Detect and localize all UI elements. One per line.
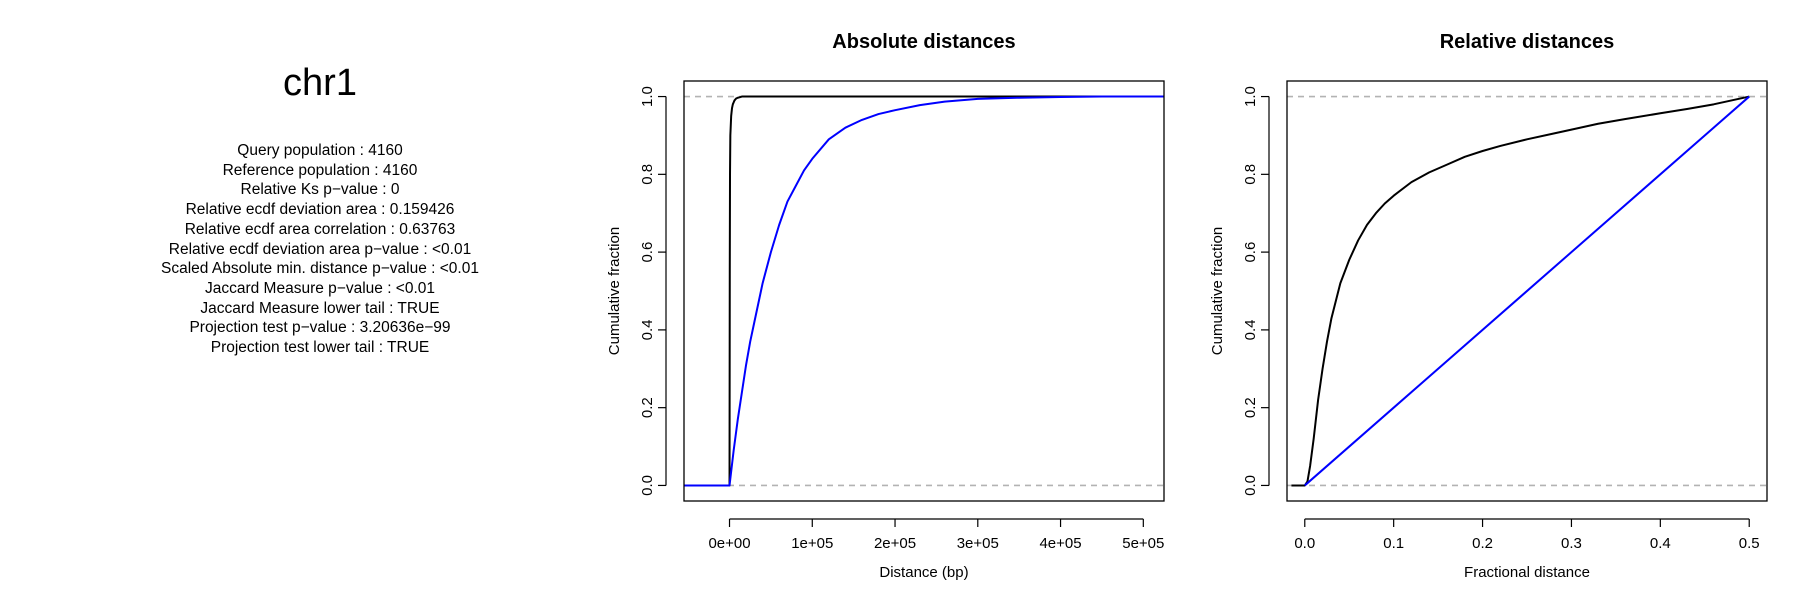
x-tick-label: 2e+05	[874, 535, 916, 552]
stat-line: Projection test p−value : 3.20636e−99	[189, 319, 451, 337]
y-tick-label: 1.0	[1242, 86, 1259, 107]
x-tick-label: 0.1	[1383, 535, 1404, 552]
stat-line: Relative ecdf deviation area : 0.159426	[185, 201, 455, 219]
chart-2: Relative distances 0.0 0.1 0.2 0.3 0.4 0.5 Frac…	[1209, 31, 1768, 581]
y-tick-label: 0.6	[1242, 242, 1259, 263]
stat-line: Projection test lower tail : TRUE	[210, 339, 430, 357]
x-axis-label: Fractional distance	[1464, 564, 1590, 581]
x-tick-label: 0.2	[1472, 535, 1493, 552]
stat-line: Jaccard Measure lower tail : TRUE	[200, 299, 440, 317]
x-tick-label: 5e+05	[1122, 535, 1164, 552]
x-tick-label: 0.0	[1294, 535, 1315, 552]
stat-line: Relative Ks p−value : 0	[240, 181, 400, 199]
stat-line: Relative ecdf area correlation : 0.63763	[184, 220, 456, 238]
y-tick-label: 1.0	[639, 86, 656, 107]
x-axis-label: Distance (bp)	[879, 564, 968, 581]
stats-list: Query population : 4160 Reference popula…	[0, 141, 640, 358]
plot-frame	[1286, 80, 1768, 502]
x-tick-label: 4e+05	[1039, 535, 1081, 552]
chart-title: Relative distances	[1440, 31, 1615, 53]
summary-panel: chr1 Query population : 4160 Reference p…	[0, 0, 640, 600]
x-tick-label: 3e+05	[957, 535, 999, 552]
series-line-2	[684, 95, 1164, 487]
series-line-2	[1304, 95, 1750, 487]
series-line-1	[684, 95, 1164, 487]
stat-line: Reference population : 4160	[222, 161, 418, 179]
x-tick-label: 0e+00	[708, 535, 750, 552]
stat-line: Jaccard Measure p−value : <0.01	[204, 279, 436, 297]
y-tick-label: 0.2	[639, 397, 656, 418]
stat-line: Query population : 4160	[237, 142, 403, 159]
y-tick-label: 0.8	[639, 164, 656, 185]
y-tick-label: 0.8	[1242, 164, 1259, 185]
y-tick-label: 0.4	[639, 319, 656, 340]
stat-line: Relative ecdf deviation area p−value : <…	[168, 240, 472, 258]
y-axis-label: Cumulative fraction	[1209, 227, 1226, 355]
x-tick-label: 0.4	[1650, 535, 1671, 552]
y-tick-label: 0.2	[1242, 397, 1259, 418]
series-line-1	[1291, 95, 1750, 487]
y-tick-label: 0.6	[639, 242, 656, 263]
y-axis-label: Cumulative fraction	[606, 227, 623, 355]
x-tick-label: 0.5	[1739, 535, 1760, 552]
chart-1: Absolute distances 0e+00 1e+05 2e+05 3e+05 4e…	[606, 31, 1165, 581]
y-tick-label: 0.4	[1242, 319, 1259, 340]
y-tick-label: 0.0	[1242, 475, 1259, 496]
plot-frame	[683, 80, 1165, 502]
page-title: chr1	[283, 62, 357, 104]
stat-line: Scaled Absolute min. distance p−value : …	[161, 260, 479, 278]
y-tick-label: 0.0	[639, 475, 656, 496]
x-tick-label: 1e+05	[791, 535, 833, 552]
chart-title: Absolute distances	[832, 31, 1015, 53]
x-tick-label: 0.3	[1561, 535, 1582, 552]
